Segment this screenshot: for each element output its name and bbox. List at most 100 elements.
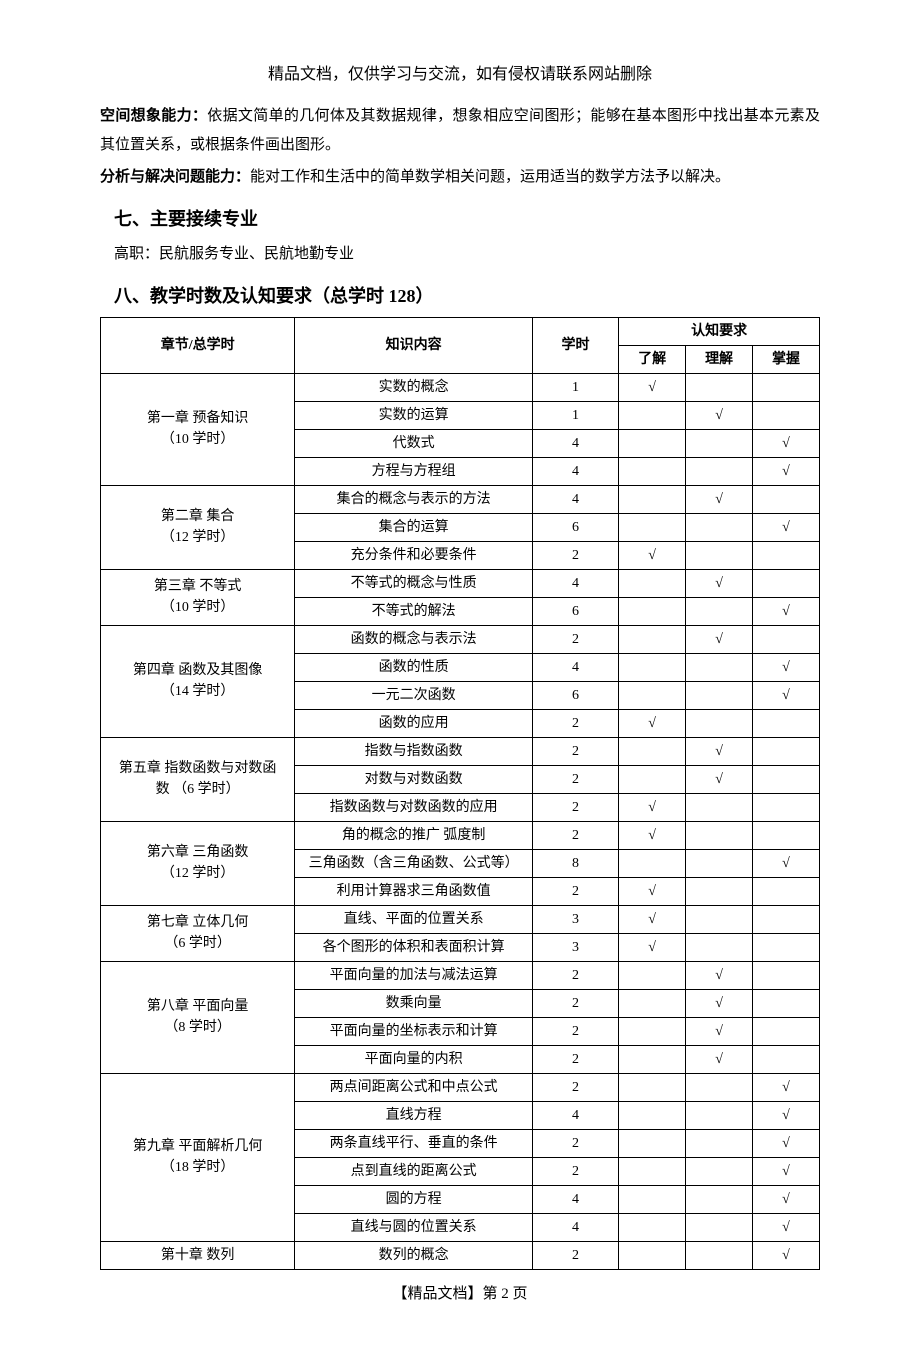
content-cell: 代数式 xyxy=(295,429,533,457)
chapter-cell: 第四章 函数及其图像（14 学时） xyxy=(101,625,295,737)
chapter-cell: 第十章 数列 xyxy=(101,1241,295,1269)
understand-cell xyxy=(686,457,753,485)
table-row: 第三章 不等式（10 学时） 不等式的概念与性质 4 √ xyxy=(101,569,820,597)
understand-cell xyxy=(686,681,753,709)
understand-cell xyxy=(686,905,753,933)
table-row: 第十章 数列 数列的概念 2 √ xyxy=(101,1241,820,1269)
table-row: 第七章 立体几何（6 学时） 直线、平面的位置关系 3 √ xyxy=(101,905,820,933)
know-cell xyxy=(619,653,686,681)
know-cell xyxy=(619,1073,686,1101)
hours-cell: 2 xyxy=(532,1073,618,1101)
content-cell: 实数的运算 xyxy=(295,401,533,429)
content-cell: 一元二次函数 xyxy=(295,681,533,709)
understand-cell xyxy=(686,429,753,457)
master-cell: √ xyxy=(753,597,820,625)
hours-cell: 6 xyxy=(532,681,618,709)
chapter-cell: 第七章 立体几何（6 学时） xyxy=(101,905,295,961)
master-cell xyxy=(753,541,820,569)
know-cell: √ xyxy=(619,877,686,905)
hours-cell: 4 xyxy=(532,485,618,513)
chapter-cell: 第五章 指数函数与对数函数 （6 学时） xyxy=(101,737,295,821)
know-cell xyxy=(619,1101,686,1129)
understand-cell xyxy=(686,373,753,401)
master-cell: √ xyxy=(753,849,820,877)
hours-cell: 4 xyxy=(532,429,618,457)
understand-cell: √ xyxy=(686,485,753,513)
master-cell xyxy=(753,821,820,849)
content-cell: 圆的方程 xyxy=(295,1185,533,1213)
content-cell: 不等式的解法 xyxy=(295,597,533,625)
content-cell: 实数的概念 xyxy=(295,373,533,401)
hours-cell: 6 xyxy=(532,597,618,625)
know-cell xyxy=(619,569,686,597)
content-cell: 充分条件和必要条件 xyxy=(295,541,533,569)
know-cell xyxy=(619,625,686,653)
content-cell: 方程与方程组 xyxy=(295,457,533,485)
master-cell: √ xyxy=(753,1129,820,1157)
master-cell xyxy=(753,905,820,933)
chapter-cell: 第一章 预备知识（10 学时） xyxy=(101,373,295,485)
understand-cell xyxy=(686,849,753,877)
content-cell: 两条直线平行、垂直的条件 xyxy=(295,1129,533,1157)
para2-text: 能对工作和生活中的简单数学相关问题，运用适当的数学方法予以解决。 xyxy=(250,169,730,185)
master-cell xyxy=(753,989,820,1017)
master-cell: √ xyxy=(753,681,820,709)
th-chapter: 章节/总学时 xyxy=(101,317,295,373)
hours-cell: 1 xyxy=(532,373,618,401)
hours-cell: 2 xyxy=(532,821,618,849)
content-cell: 数列的概念 xyxy=(295,1241,533,1269)
content-cell: 利用计算器求三角函数值 xyxy=(295,877,533,905)
content-cell: 直线、平面的位置关系 xyxy=(295,905,533,933)
content-cell: 不等式的概念与性质 xyxy=(295,569,533,597)
header-row-1: 章节/总学时 知识内容 学时 认知要求 xyxy=(101,317,820,345)
header-note: 精品文档，仅供学习与交流，如有侵权请联系网站删除 xyxy=(100,60,820,90)
hours-cell: 2 xyxy=(532,989,618,1017)
content-cell: 指数与指数函数 xyxy=(295,737,533,765)
table-row: 第九章 平面解析几何（18 学时） 两点间距离公式和中点公式 2 √ xyxy=(101,1073,820,1101)
content-cell: 角的概念的推广 弧度制 xyxy=(295,821,533,849)
hours-cell: 2 xyxy=(532,793,618,821)
hours-cell: 2 xyxy=(532,1157,618,1185)
know-cell xyxy=(619,961,686,989)
master-cell: √ xyxy=(753,1213,820,1241)
understand-cell xyxy=(686,513,753,541)
content-cell: 集合的概念与表示的方法 xyxy=(295,485,533,513)
section-8-heading: 八、教学时数及认知要求（总学时 128） xyxy=(100,279,820,313)
master-cell: √ xyxy=(753,653,820,681)
para1-label: 空间想象能力： xyxy=(100,108,207,124)
master-cell xyxy=(753,1045,820,1073)
know-cell xyxy=(619,1017,686,1045)
para1-text: 依据文简单的几何体及其数据规律，想象相应空间图形；能够在基本图形中找出基本元素及… xyxy=(100,108,820,153)
content-cell: 指数函数与对数函数的应用 xyxy=(295,793,533,821)
table-row: 第六章 三角函数（12 学时） 角的概念的推广 弧度制 2 √ xyxy=(101,821,820,849)
hours-cell: 3 xyxy=(532,905,618,933)
understand-cell: √ xyxy=(686,765,753,793)
know-cell xyxy=(619,401,686,429)
understand-cell xyxy=(686,1213,753,1241)
hours-cell: 2 xyxy=(532,1017,618,1045)
master-cell xyxy=(753,793,820,821)
master-cell: √ xyxy=(753,1241,820,1269)
content-cell: 函数的性质 xyxy=(295,653,533,681)
know-cell xyxy=(619,1241,686,1269)
table-row: 第五章 指数函数与对数函数 （6 学时） 指数与指数函数 2 √ xyxy=(101,737,820,765)
content-cell: 函数的应用 xyxy=(295,709,533,737)
content-cell: 直线与圆的位置关系 xyxy=(295,1213,533,1241)
hours-cell: 4 xyxy=(532,1213,618,1241)
master-cell: √ xyxy=(753,1073,820,1101)
know-cell xyxy=(619,457,686,485)
content-cell: 对数与对数函数 xyxy=(295,765,533,793)
understand-cell xyxy=(686,1073,753,1101)
know-cell xyxy=(619,429,686,457)
hours-cell: 2 xyxy=(532,1045,618,1073)
chapter-cell: 第八章 平面向量（8 学时） xyxy=(101,961,295,1073)
know-cell: √ xyxy=(619,933,686,961)
paragraph-spatial: 空间想象能力：依据文简单的几何体及其数据规律，想象相应空间图形；能够在基本图形中… xyxy=(100,102,820,159)
understand-cell xyxy=(686,541,753,569)
understand-cell xyxy=(686,877,753,905)
hours-cell: 4 xyxy=(532,1185,618,1213)
hours-cell: 3 xyxy=(532,933,618,961)
content-cell: 点到直线的距离公式 xyxy=(295,1157,533,1185)
understand-cell xyxy=(686,1129,753,1157)
master-cell: √ xyxy=(753,1185,820,1213)
